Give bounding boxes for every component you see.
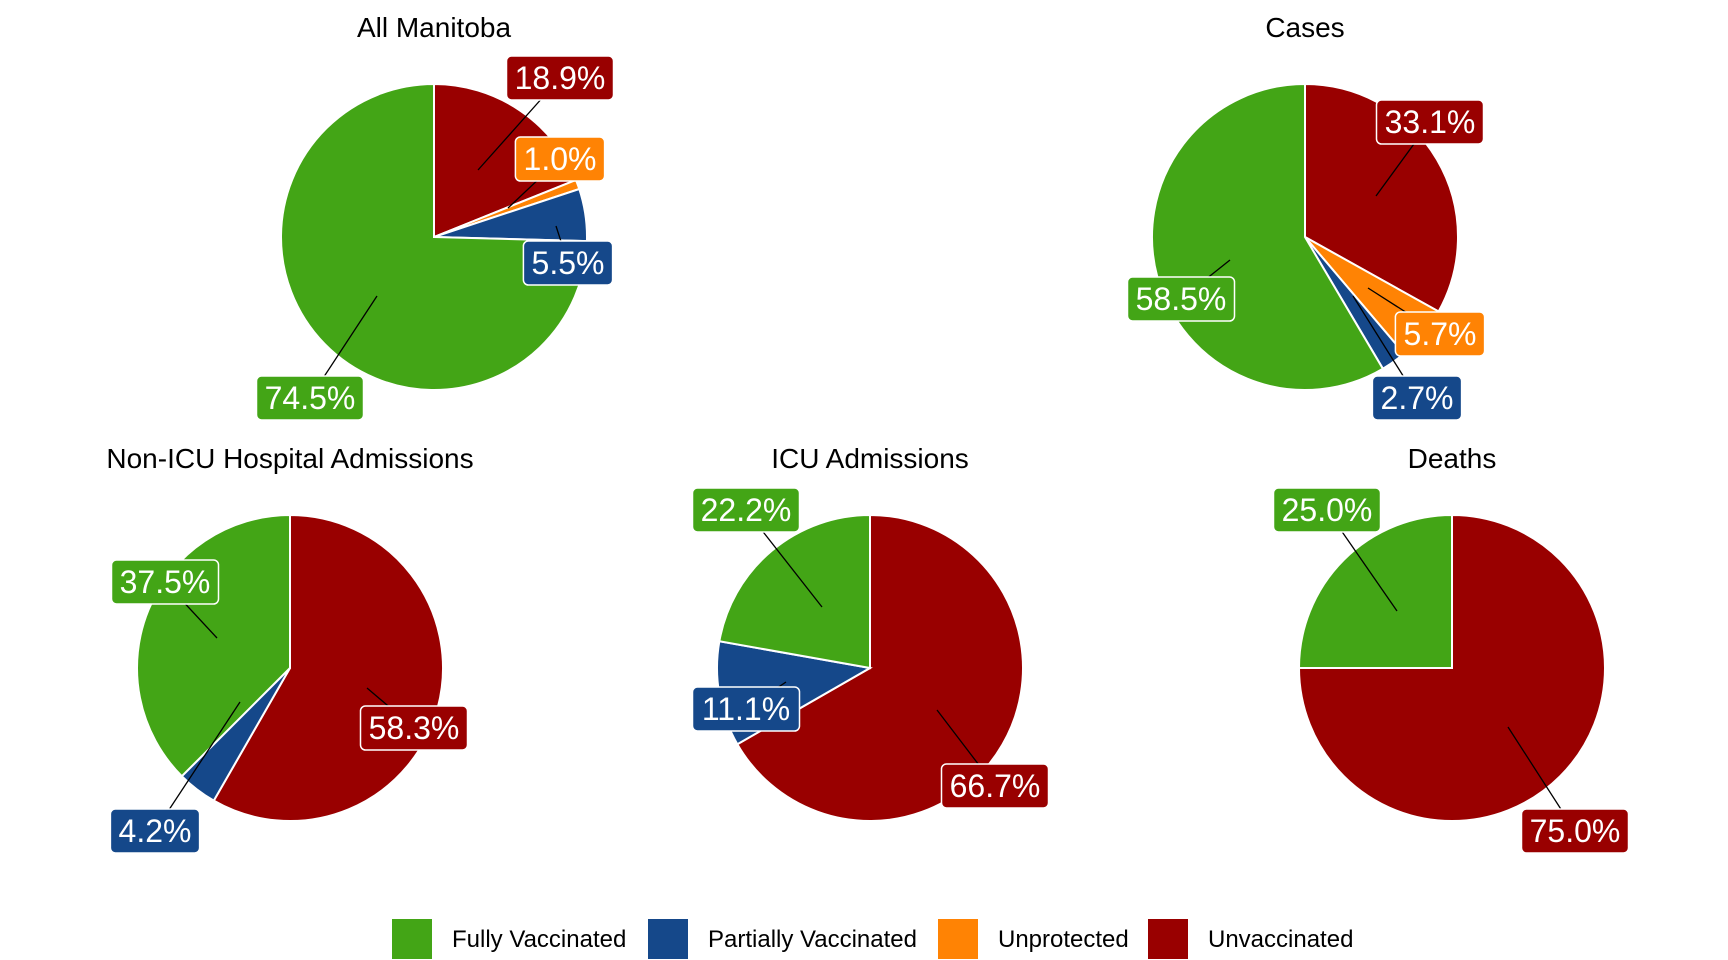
pie-slice-icu-admissions-unvaccinated: [735, 513, 1024, 822]
data-label-text: 66.7%: [950, 768, 1041, 804]
pie-slices-all-manitoba: [280, 82, 588, 391]
data-label-non-icu-hospital-admissions-partially-vaccinated: 4.2%: [109, 808, 201, 854]
legend: Fully Vaccinated Partially Vaccinated Unpr…: [392, 919, 1353, 959]
data-label-box: [522, 240, 614, 286]
data-label-box: [1375, 99, 1485, 145]
data-label-box: [1126, 276, 1236, 322]
data-label-cases-unvaccinated: 33.1%: [1375, 99, 1485, 145]
data-label-cases-partially-vaccinated: 2.7%: [1371, 375, 1463, 421]
legend-label-partially-vaccinated: Partially Vaccinated: [708, 926, 917, 953]
panel-title-deaths: Deaths: [1408, 443, 1497, 474]
pie-panel-deaths: Deaths 75.0% 25.0%: [1272, 443, 1630, 854]
data-label-box: [514, 136, 606, 182]
data-label-text: 22.2%: [701, 492, 792, 528]
pie-panel-icu-admissions: ICU Admissions 66.7% 11.1% 22.2%: [691, 443, 1050, 822]
legend-swatch-partially-vaccinated: [648, 919, 688, 959]
data-label-all-manitoba-unprotected: 1.0%: [514, 136, 606, 182]
legend-item-partially-vaccinated: Partially Vaccinated: [648, 919, 917, 959]
pie-panel-non-icu-hospital-admissions: Non-ICU Hospital Admissions 58.3% 4.2% 37.5…: [106, 443, 474, 854]
data-label-cases-unprotected: 5.7%: [1394, 311, 1486, 357]
data-label-text: 37.5%: [120, 564, 211, 600]
data-label-box: [110, 559, 220, 605]
panel-title-icu-admissions: ICU Admissions: [771, 443, 969, 474]
pie-slice-icu-admissions-fully-vaccinated: [718, 513, 871, 670]
data-label-all-manitoba-unvaccinated: 18.9%: [505, 55, 615, 101]
data-label-deaths-fully-vaccinated: 25.0%: [1272, 487, 1382, 533]
data-label-box: [505, 55, 615, 101]
data-label-text: 58.5%: [1136, 281, 1227, 317]
legend-label-unprotected: Unprotected: [998, 926, 1129, 953]
data-label-box: [1520, 808, 1630, 854]
data-label-icu-admissions-fully-vaccinated: 22.2%: [691, 487, 801, 533]
legend-item-fully-vaccinated: Fully Vaccinated: [392, 919, 626, 959]
data-label-text: 74.5%: [265, 380, 356, 416]
data-label-text: 1.0%: [524, 141, 597, 177]
data-label-box: [359, 705, 469, 751]
data-label-box: [1371, 375, 1463, 421]
data-label-text: 33.1%: [1385, 104, 1476, 140]
panel-title-cases: Cases: [1265, 12, 1344, 43]
legend-label-fully-vaccinated: Fully Vaccinated: [452, 926, 626, 953]
data-label-box: [691, 686, 801, 732]
legend-item-unvaccinated: Unvaccinated: [1148, 919, 1353, 959]
data-label-text: 58.3%: [369, 710, 460, 746]
pie-slice-all-manitoba-fully-vaccinated: [280, 82, 588, 391]
data-label-box: [1272, 487, 1382, 533]
data-label-text: 25.0%: [1282, 492, 1373, 528]
pie-slice-deaths-unvaccinated: [1297, 513, 1606, 822]
data-label-text: 5.5%: [532, 245, 605, 281]
data-label-non-icu-hospital-admissions-fully-vaccinated: 37.5%: [110, 559, 220, 605]
legend-swatch-unvaccinated: [1148, 919, 1188, 959]
data-label-all-manitoba-partially-vaccinated: 5.5%: [522, 240, 614, 286]
data-label-text: 75.0%: [1530, 813, 1621, 849]
data-label-icu-admissions-unvaccinated: 66.7%: [940, 763, 1050, 809]
data-label-box: [691, 487, 801, 533]
data-label-deaths-unvaccinated: 75.0%: [1520, 808, 1630, 854]
data-label-box: [1394, 311, 1486, 357]
legend-label-unvaccinated: Unvaccinated: [1208, 926, 1353, 953]
pie-panel-cases: Cases 33.1% 5.7% 2.7% 58.5%: [1126, 12, 1486, 421]
data-label-text: 18.9%: [515, 60, 606, 96]
data-label-icu-admissions-partially-vaccinated: 11.1%: [691, 686, 801, 732]
data-label-text: 5.7%: [1404, 316, 1477, 352]
legend-swatch-fully-vaccinated: [392, 919, 432, 959]
panel-title-non-icu-hospital-admissions: Non-ICU Hospital Admissions: [106, 443, 473, 474]
legend-swatch-unprotected: [938, 919, 978, 959]
data-label-text: 4.2%: [119, 813, 192, 849]
legend-item-unprotected: Unprotected: [938, 919, 1129, 959]
data-label-text: 11.1%: [702, 691, 790, 727]
data-label-box: [255, 375, 365, 421]
pie-slice-deaths-fully-vaccinated: [1297, 513, 1453, 669]
panel-title-all-manitoba: All Manitoba: [357, 12, 512, 43]
data-label-cases-fully-vaccinated: 58.5%: [1126, 276, 1236, 322]
data-label-box: [940, 763, 1050, 809]
data-label-text: 2.7%: [1381, 380, 1454, 416]
data-label-non-icu-hospital-admissions-unvaccinated: 58.3%: [359, 705, 469, 751]
data-label-all-manitoba-fully-vaccinated: 74.5%: [255, 375, 365, 421]
data-label-box: [109, 808, 201, 854]
pie-slices-deaths: [1297, 513, 1606, 822]
